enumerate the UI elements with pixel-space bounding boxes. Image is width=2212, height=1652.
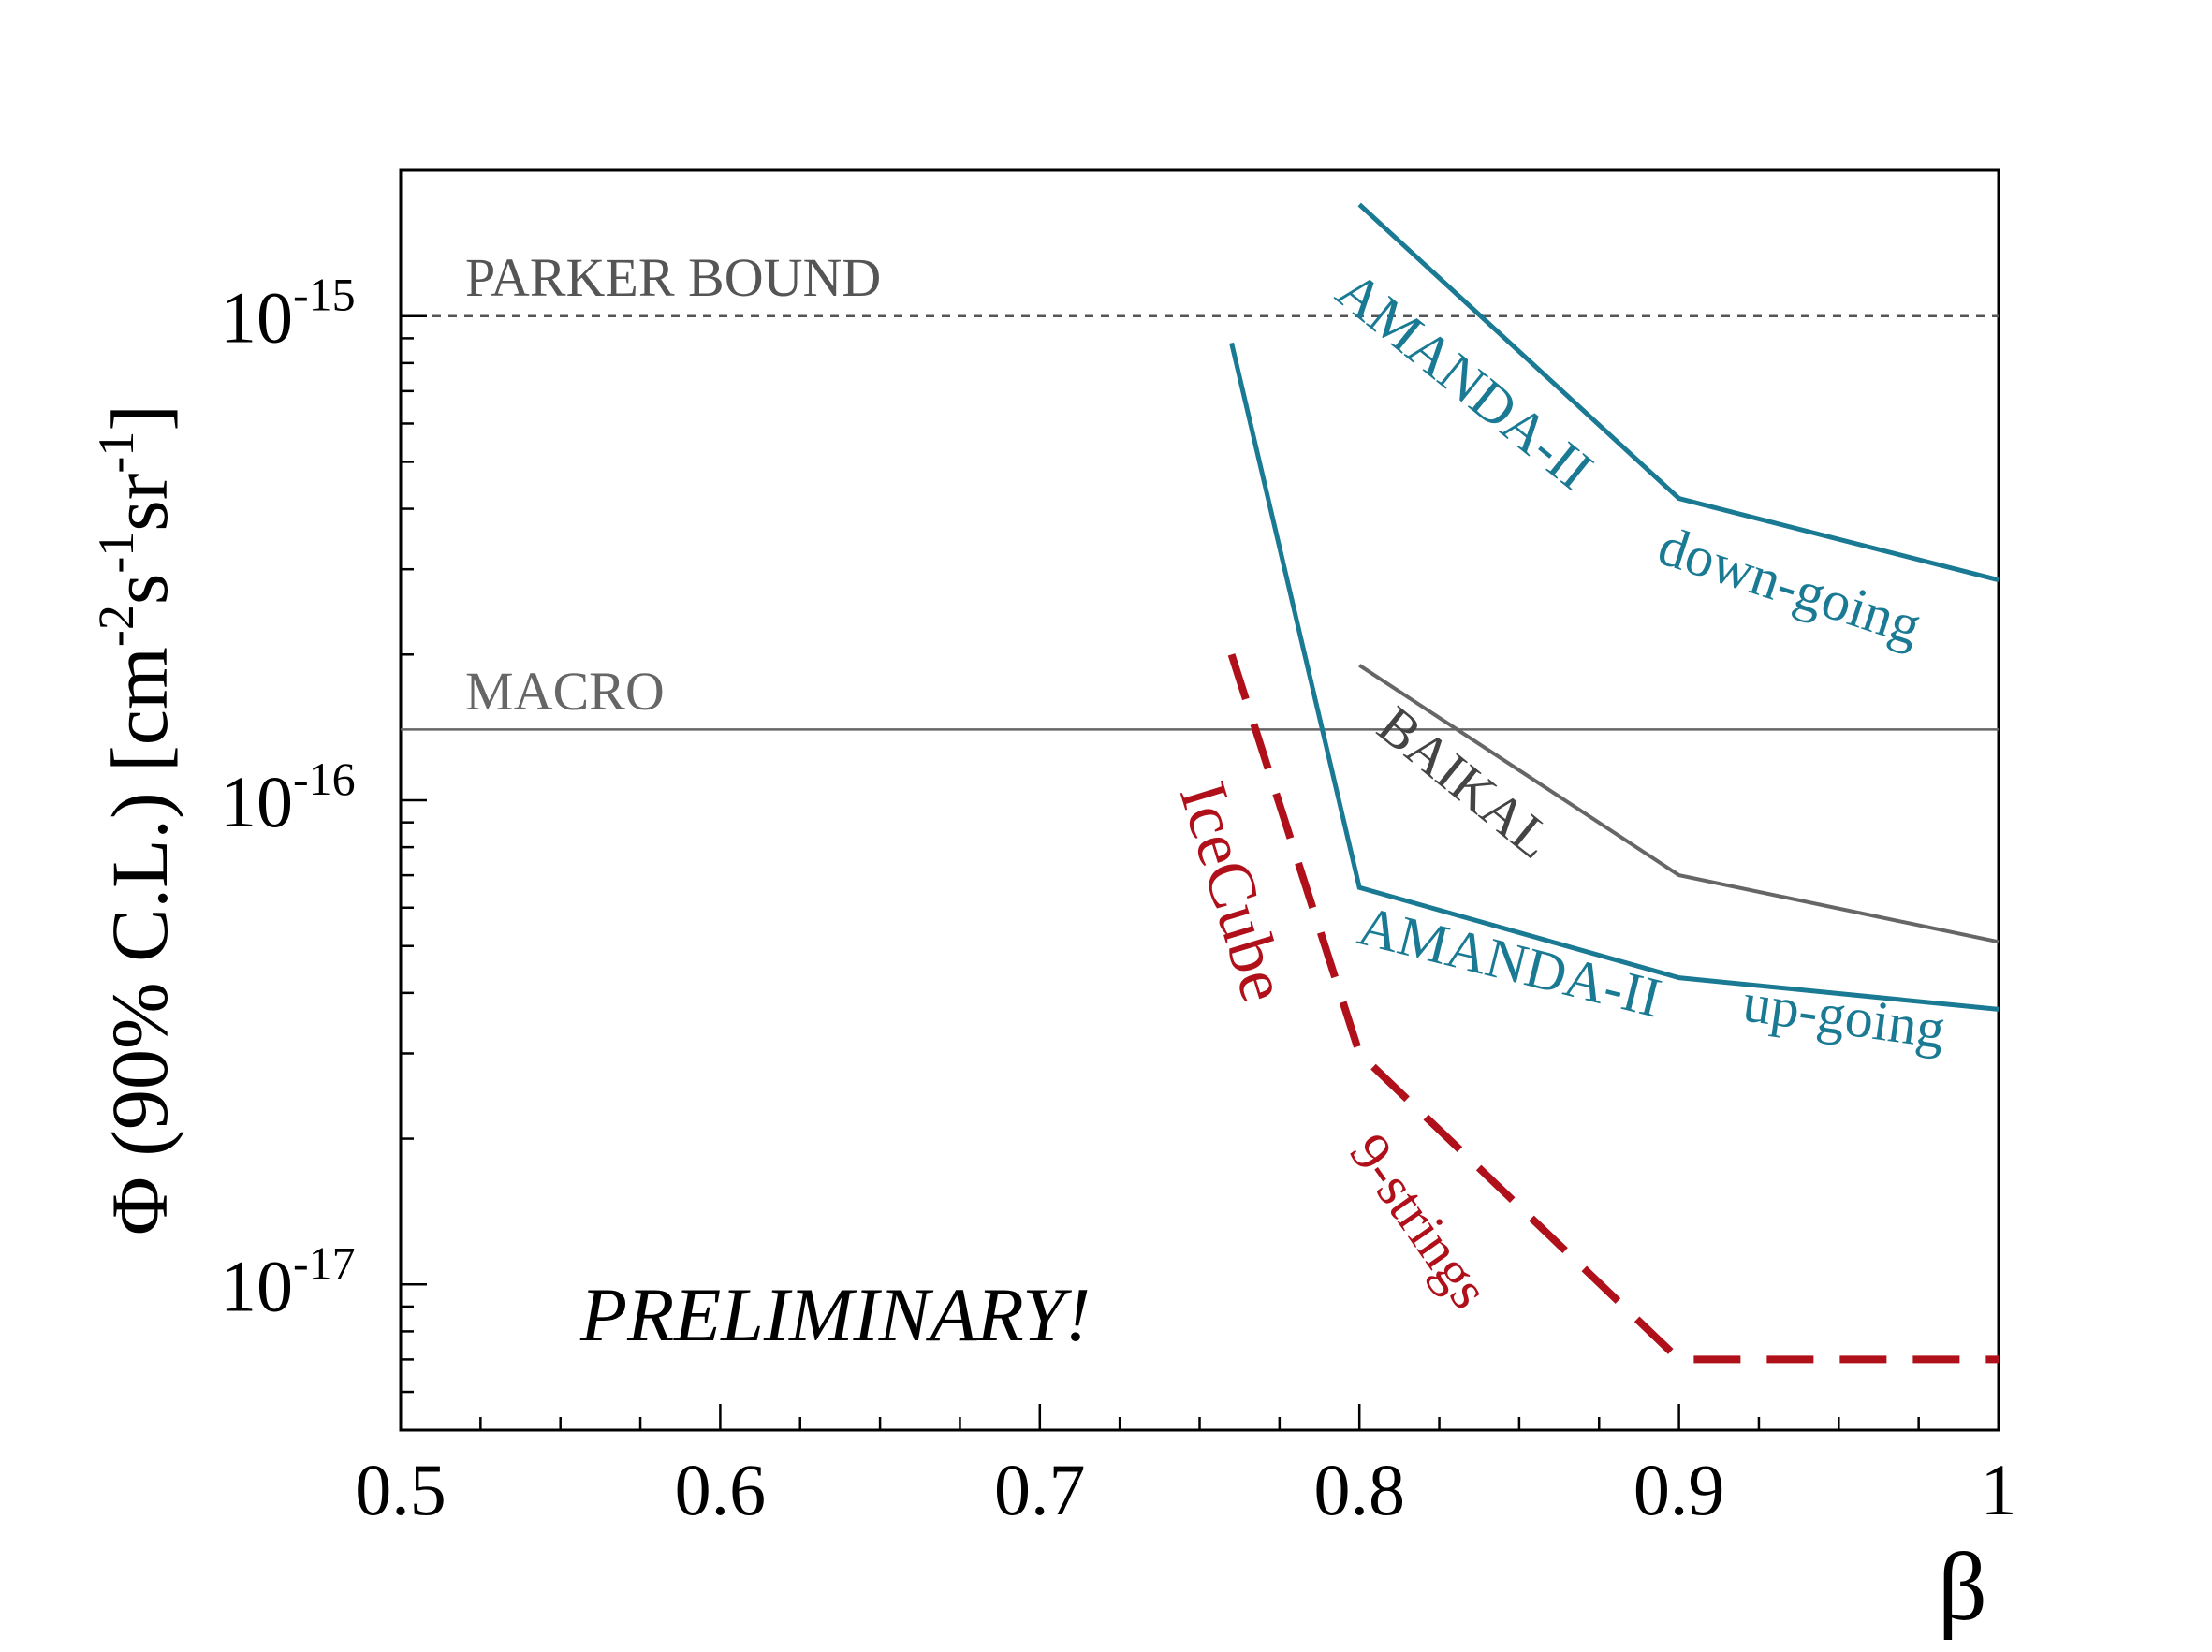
y-axis-label-sup3: -1 <box>88 431 144 474</box>
macro-label: MACRO <box>465 661 665 722</box>
amanda-ii-down-going-line <box>1357 202 2000 583</box>
parker-bound-label: PARKER BOUND <box>465 247 881 308</box>
x-tick-label: 0.8 <box>1313 1449 1405 1530</box>
y-axis-label-mid1: s <box>95 574 184 605</box>
x-tick-label: 0.5 <box>355 1449 447 1530</box>
y-axis-label: Φ (90% C.L.) [cm-2s-1sr-1] <box>88 404 184 1235</box>
x-axis-label: β <box>1938 1533 1987 1641</box>
y-tick-label: 10-17 <box>220 1236 356 1326</box>
axis-ticks <box>399 168 2000 1432</box>
preliminary-annotation: PRELIMINARY! <box>579 1272 1091 1357</box>
y-tick-label-base: 10 <box>220 761 293 842</box>
y-tick-label-base: 10 <box>220 1245 293 1326</box>
y-tick-label: 10-16 <box>220 753 356 842</box>
y-axis-label-prefix: Φ (90% C.L.) [cm <box>95 647 184 1235</box>
amanda-down-label-2: down-going <box>1651 515 1928 657</box>
y-axis-label-suffix: ] <box>95 404 184 431</box>
y-tick-label-base: 10 <box>220 277 293 358</box>
y-axis-label-mid2: sr <box>95 474 184 532</box>
y-axis-label-sup2: -1 <box>88 532 144 574</box>
icecube-label-2: 9-strings <box>1338 1123 1502 1320</box>
y-tick-label-exponent: -16 <box>293 753 356 805</box>
amanda-down-label-1: AMANDA-II <box>1326 259 1604 502</box>
x-tick-label: 0.7 <box>994 1449 1086 1530</box>
x-tick-label: 0.9 <box>1633 1449 1725 1530</box>
y-tick-label-exponent: -17 <box>293 1236 356 1289</box>
amanda-up-label-1: AMANDA-II <box>1353 895 1667 1030</box>
amanda-ii-up-going-line <box>1229 342 2000 1012</box>
y-tick-label-exponent: -15 <box>293 269 356 321</box>
series-lines <box>1227 202 2000 1364</box>
reference-lines <box>401 314 1999 731</box>
x-tick-label: 1 <box>1981 1449 2017 1530</box>
baikal-line <box>1358 664 2000 944</box>
y-axis-label-sup1: -2 <box>88 605 144 647</box>
x-tick-label: 0.6 <box>675 1449 767 1530</box>
x-tick-labels: 0.5 0.6 0.7 0.8 0.9 1 <box>355 1449 2016 1530</box>
y-tick-label: 10-15 <box>220 269 356 358</box>
amanda-up-label-2: up-going <box>1739 972 1949 1061</box>
